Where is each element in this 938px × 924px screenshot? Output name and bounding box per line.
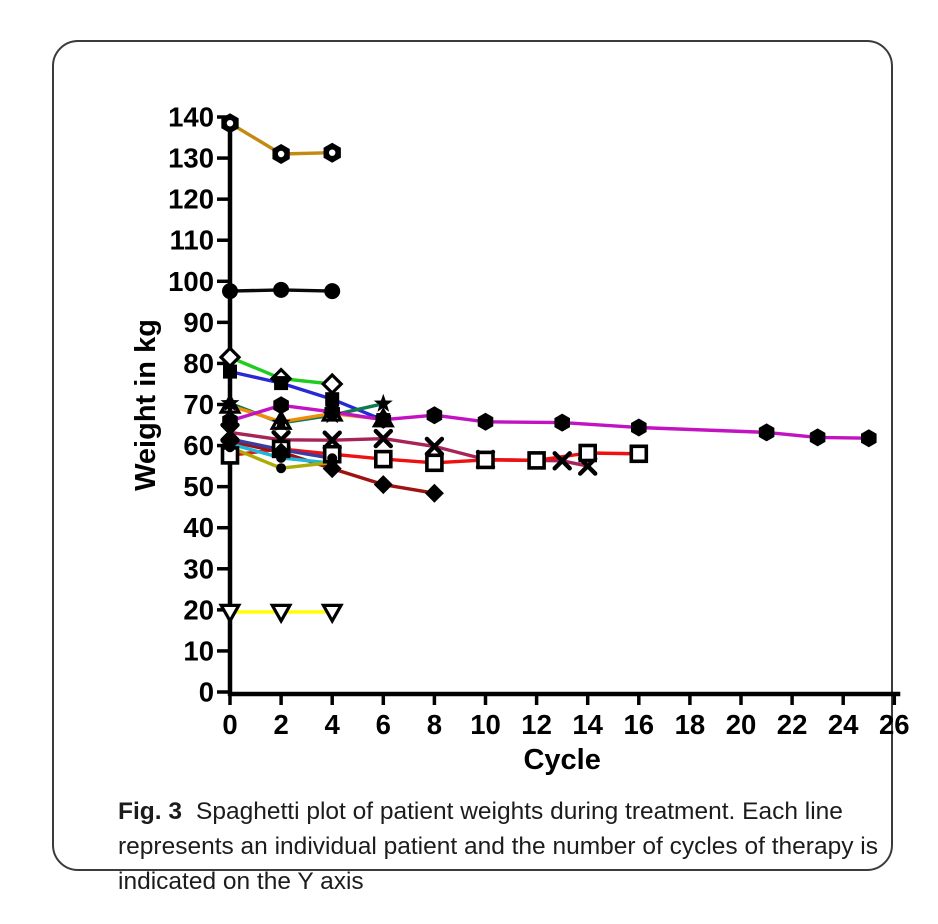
y-tick-label: 0 — [199, 677, 214, 708]
data-point-marker-circle-small — [327, 453, 338, 464]
data-point-marker-star — [373, 393, 393, 412]
data-point-marker-diamond — [373, 475, 393, 495]
y-tick-label: 10 — [183, 635, 214, 666]
data-point-marker-square — [223, 364, 237, 379]
data-point-marker-hexagon — [324, 402, 340, 421]
y-tick-label: 60 — [183, 430, 214, 461]
data-point-marker-square-open — [425, 453, 444, 473]
data-point-marker-x — [373, 428, 393, 449]
data-point-marker-triangle-down-open — [320, 603, 344, 625]
y-tick-label: 80 — [183, 348, 214, 379]
x-tick-label: 2 — [273, 709, 288, 740]
x-tick-label: 24 — [828, 709, 859, 740]
x-tick-label: 26 — [879, 709, 910, 740]
data-point-marker-star — [271, 413, 291, 432]
data-point-marker-hexagon — [426, 406, 443, 425]
data-point-marker-square-open — [476, 450, 495, 470]
y-axis-title: Weight in kg — [130, 319, 162, 491]
y-tick-label: 90 — [183, 307, 214, 338]
y-tick-label: 110 — [170, 225, 214, 256]
data-point-marker-hex-open — [272, 144, 290, 164]
x-tick-label: 4 — [325, 709, 341, 740]
data-point-marker-star — [220, 393, 240, 412]
data-point-marker-triangle-down-open — [218, 603, 242, 625]
data-point-marker-hexagon — [273, 396, 289, 415]
figure-caption: Fig. 3 Spaghetti plot of patient weights … — [118, 794, 936, 899]
x-tick-label: 18 — [675, 709, 706, 740]
x-tick-label: 10 — [470, 709, 501, 740]
x-tick-label: 8 — [427, 709, 442, 740]
data-point-marker-hexagon — [758, 423, 775, 442]
data-point-marker-circle-small — [276, 444, 287, 455]
x-tick-label: 14 — [572, 709, 603, 740]
data-point-marker-circle-small — [276, 463, 287, 474]
data-point-marker-hexagon — [631, 418, 647, 437]
data-point-marker-hexagon — [375, 410, 392, 429]
series-markers — [218, 113, 877, 625]
data-point-marker-square-open — [527, 451, 546, 470]
data-point-marker-circle — [324, 283, 341, 300]
data-point-marker-circle-small — [225, 442, 235, 453]
figure-card: 0 10 20 30 40 50 60 70 80 90 100 110 120 130 140 0 2 4 6 8 1… — [52, 40, 910, 895]
data-point-marker-hex-open — [323, 142, 341, 163]
x-tick-label: 20 — [726, 709, 757, 740]
data-point-marker-square-open — [578, 443, 598, 463]
figure-caption-label: Fig. 3 — [118, 798, 182, 825]
x-axis-title: Cycle — [523, 744, 600, 776]
data-point-marker-hexagon — [554, 413, 570, 432]
data-point-marker-x — [424, 436, 445, 457]
data-point-marker-triangle-open — [269, 409, 293, 430]
data-point-marker-triangle-down-open — [269, 603, 293, 625]
y-tick-label: 130 — [168, 143, 214, 174]
data-point-marker-circle-small — [225, 434, 235, 444]
data-point-marker-hexagon — [222, 411, 238, 430]
data-point-marker-x — [552, 451, 572, 471]
series-lines — [228, 121, 871, 614]
y-tick-label: 30 — [183, 553, 214, 584]
data-point-marker-diamond-open — [320, 372, 344, 396]
data-point-marker-circle — [273, 281, 290, 298]
y-tick-label: 100 — [168, 266, 214, 297]
data-point-marker-hexagon — [861, 429, 877, 448]
data-point-marker-square-open — [629, 444, 649, 464]
figure-caption-text: Spaghetti plot of patient weights during… — [118, 798, 878, 895]
y-tick-label: 40 — [183, 512, 214, 543]
data-point-marker-hexagon — [477, 412, 494, 431]
y-tick-label: 140 — [168, 102, 214, 133]
y-tick-label: 70 — [183, 389, 214, 420]
data-point-marker-hex-open — [221, 113, 239, 134]
data-point-marker-diamond — [424, 483, 444, 503]
x-tick-label: 12 — [521, 709, 552, 740]
y-tick-label: 120 — [168, 184, 214, 215]
y-tick-label: 50 — [183, 471, 214, 502]
data-point-marker-hexagon — [809, 428, 826, 447]
data-point-marker-square — [274, 376, 289, 391]
data-point-marker-circle-small — [276, 452, 287, 463]
data-point-marker-circle — [222, 283, 238, 300]
x-tick-label: 0 — [222, 709, 237, 740]
data-point-marker-square-open — [373, 449, 393, 469]
x-tick-label: 16 — [624, 709, 655, 740]
data-point-marker-square — [325, 392, 340, 407]
x-tick-label: 6 — [376, 709, 391, 740]
x-tick-label: 22 — [777, 709, 808, 740]
y-tick-label: 20 — [183, 594, 214, 625]
